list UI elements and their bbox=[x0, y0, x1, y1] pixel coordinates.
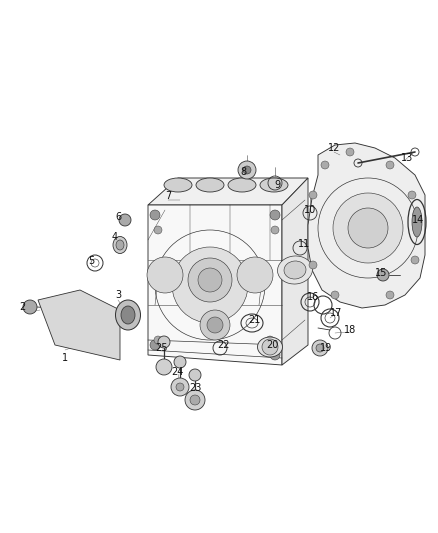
Ellipse shape bbox=[196, 178, 224, 192]
Text: 5: 5 bbox=[88, 256, 94, 266]
Text: 7: 7 bbox=[165, 191, 171, 201]
Circle shape bbox=[408, 191, 416, 199]
Text: 8: 8 bbox=[240, 167, 246, 177]
Text: 22: 22 bbox=[217, 340, 229, 350]
Text: 13: 13 bbox=[401, 153, 413, 163]
Polygon shape bbox=[38, 290, 120, 360]
Circle shape bbox=[386, 291, 394, 299]
Text: 6: 6 bbox=[115, 212, 121, 222]
Circle shape bbox=[309, 261, 317, 269]
Text: 16: 16 bbox=[307, 292, 319, 302]
Polygon shape bbox=[308, 143, 425, 308]
Ellipse shape bbox=[113, 237, 127, 254]
Circle shape bbox=[119, 214, 131, 226]
Ellipse shape bbox=[228, 178, 256, 192]
Circle shape bbox=[154, 226, 162, 234]
Circle shape bbox=[176, 383, 184, 391]
Text: 25: 25 bbox=[156, 343, 168, 353]
Circle shape bbox=[237, 257, 273, 293]
Circle shape bbox=[172, 247, 248, 323]
Text: 17: 17 bbox=[330, 308, 342, 318]
Text: 23: 23 bbox=[189, 383, 201, 393]
Text: 11: 11 bbox=[298, 239, 310, 249]
Text: 9: 9 bbox=[274, 180, 280, 190]
Circle shape bbox=[158, 336, 170, 348]
Text: 18: 18 bbox=[344, 325, 356, 335]
Polygon shape bbox=[282, 178, 308, 365]
Text: 15: 15 bbox=[375, 268, 387, 278]
Text: 21: 21 bbox=[248, 315, 260, 325]
Text: 20: 20 bbox=[266, 340, 278, 350]
Circle shape bbox=[266, 336, 274, 344]
Circle shape bbox=[309, 191, 317, 199]
Circle shape bbox=[348, 208, 388, 248]
Circle shape bbox=[321, 161, 329, 169]
Circle shape bbox=[198, 268, 222, 292]
Text: 4: 4 bbox=[112, 232, 118, 242]
Ellipse shape bbox=[116, 300, 141, 330]
Circle shape bbox=[346, 148, 354, 156]
Circle shape bbox=[333, 193, 403, 263]
Circle shape bbox=[243, 166, 251, 174]
Circle shape bbox=[150, 210, 160, 220]
Polygon shape bbox=[148, 178, 308, 205]
Ellipse shape bbox=[164, 178, 192, 192]
Ellipse shape bbox=[258, 337, 283, 357]
Circle shape bbox=[200, 310, 230, 340]
Circle shape bbox=[270, 210, 280, 220]
Circle shape bbox=[411, 256, 419, 264]
Circle shape bbox=[174, 356, 186, 368]
Circle shape bbox=[238, 161, 256, 179]
Ellipse shape bbox=[260, 178, 288, 192]
Ellipse shape bbox=[284, 261, 306, 279]
Ellipse shape bbox=[116, 240, 124, 250]
Text: 19: 19 bbox=[320, 343, 332, 353]
Circle shape bbox=[207, 317, 223, 333]
Ellipse shape bbox=[121, 306, 135, 324]
Ellipse shape bbox=[412, 207, 422, 237]
Circle shape bbox=[331, 291, 339, 299]
Circle shape bbox=[156, 359, 172, 375]
Circle shape bbox=[386, 161, 394, 169]
Circle shape bbox=[270, 350, 280, 360]
Circle shape bbox=[147, 257, 183, 293]
Text: 14: 14 bbox=[412, 215, 424, 225]
Circle shape bbox=[316, 344, 324, 352]
Circle shape bbox=[154, 336, 162, 344]
Text: 24: 24 bbox=[171, 367, 183, 377]
Circle shape bbox=[312, 340, 328, 356]
Circle shape bbox=[189, 369, 201, 381]
Circle shape bbox=[171, 378, 189, 396]
Circle shape bbox=[190, 395, 200, 405]
Text: 10: 10 bbox=[304, 205, 316, 215]
Text: 2: 2 bbox=[19, 302, 25, 312]
Circle shape bbox=[188, 258, 232, 302]
Circle shape bbox=[150, 340, 160, 350]
Circle shape bbox=[377, 269, 389, 281]
Text: 12: 12 bbox=[328, 143, 340, 153]
Ellipse shape bbox=[278, 256, 312, 284]
Text: 3: 3 bbox=[115, 290, 121, 300]
Circle shape bbox=[23, 300, 37, 314]
Circle shape bbox=[262, 339, 278, 355]
Circle shape bbox=[185, 390, 205, 410]
Circle shape bbox=[271, 226, 279, 234]
Text: 1: 1 bbox=[62, 353, 68, 363]
Polygon shape bbox=[148, 205, 282, 365]
